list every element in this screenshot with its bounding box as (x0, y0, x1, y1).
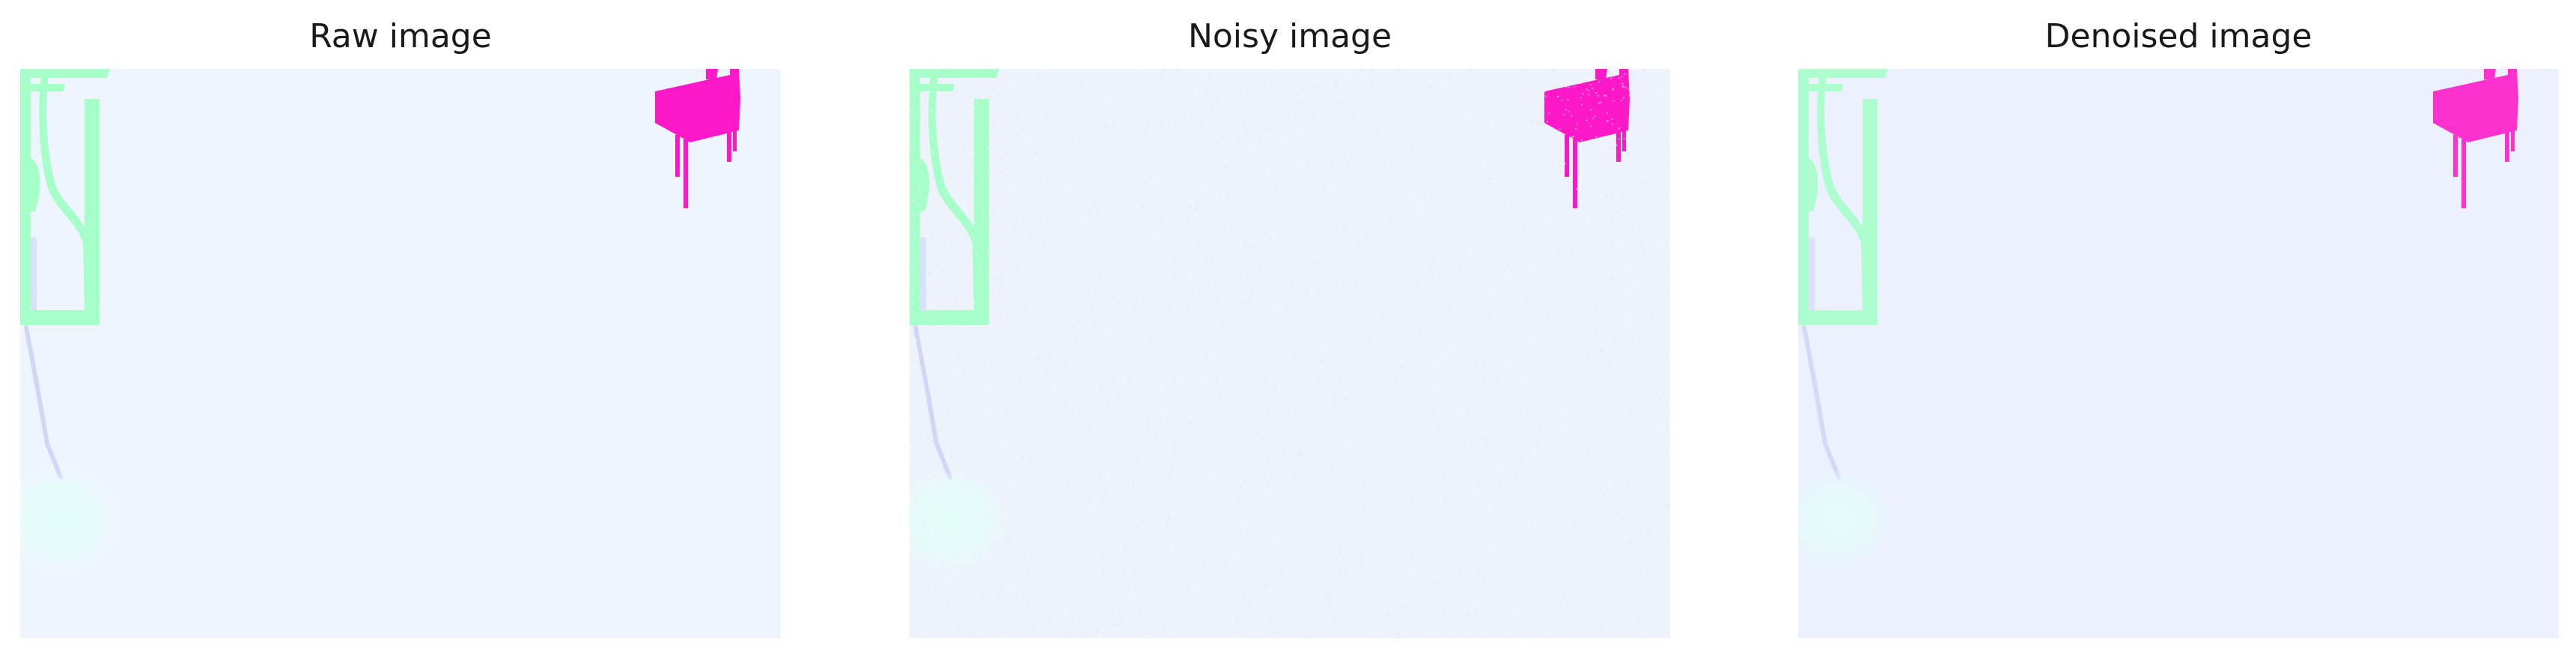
panel-title-noisy: Noisy image (1187, 17, 1392, 55)
cyan-blob (1798, 467, 1896, 572)
thin-line (913, 325, 952, 479)
panel-raw-image: Raw image (20, 0, 781, 660)
magenta-table (655, 69, 740, 208)
cyan-blob (910, 467, 1007, 572)
image-background (1798, 69, 2559, 638)
green-chair-outline (20, 69, 110, 325)
raw-image (20, 69, 781, 638)
panel-denoised-image: Denoised image (1798, 0, 2559, 660)
green-chair-outline (1798, 69, 1888, 325)
noisy-image (910, 69, 1670, 638)
image-background (20, 69, 781, 638)
panel-title-raw: Raw image (309, 17, 492, 55)
denoise-haze (1798, 69, 2559, 638)
panel-noisy-image: Noisy image (910, 0, 1670, 660)
cyan-blob (20, 467, 118, 572)
image-background (910, 69, 1670, 638)
panel-title-denoised: Denoised image (2044, 17, 2312, 55)
thin-line (1802, 325, 1841, 479)
thin-line (24, 325, 63, 479)
magenta-table (2433, 69, 2518, 208)
noise-speckle (910, 69, 1670, 638)
denoised-image (1798, 69, 2559, 638)
